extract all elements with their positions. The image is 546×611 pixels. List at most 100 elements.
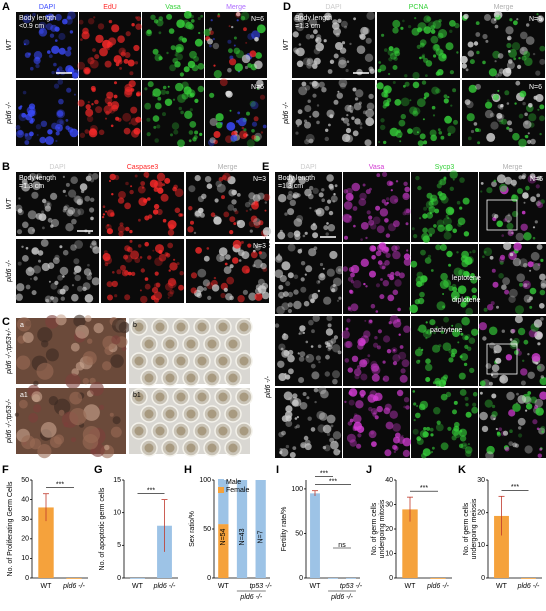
cell [524, 135, 527, 138]
cell [471, 406, 479, 414]
cell [58, 47, 66, 55]
cell [443, 279, 452, 288]
cell [499, 254, 506, 260]
cell [433, 331, 436, 335]
tissue [86, 356, 94, 363]
cell [313, 246, 318, 251]
cell [404, 186, 411, 193]
cell [113, 59, 117, 62]
cell [35, 63, 40, 69]
body-length: <0.9 cm [19, 23, 44, 30]
cell [346, 123, 350, 126]
cell [304, 273, 307, 276]
cell [458, 443, 464, 449]
yolk [134, 392, 144, 402]
tissue [90, 448, 96, 455]
cell [125, 226, 130, 232]
row-label: pld6 -/- [265, 375, 272, 398]
cell [485, 101, 493, 109]
y-tick-label: 30 [21, 516, 29, 523]
cell [400, 368, 406, 374]
cell [489, 112, 495, 118]
cell [65, 17, 73, 25]
cell [246, 111, 250, 116]
cell [523, 396, 532, 405]
cell [430, 35, 439, 44]
cell [464, 446, 473, 454]
yolk [144, 339, 154, 349]
cell [421, 232, 430, 241]
cell [392, 354, 401, 363]
cell [296, 424, 300, 429]
cell [139, 289, 142, 292]
cell [384, 403, 392, 411]
cell [380, 118, 385, 123]
cell [402, 19, 405, 23]
cell [365, 285, 368, 288]
cell [349, 215, 352, 218]
cell [346, 187, 353, 195]
cell [284, 373, 287, 376]
cell [297, 352, 300, 355]
yolk [207, 409, 217, 419]
cell [193, 56, 200, 62]
cell [24, 133, 29, 137]
cell [243, 133, 248, 138]
cell [164, 177, 171, 184]
cell [353, 102, 362, 111]
cell [501, 118, 508, 125]
cell [416, 281, 423, 288]
cell [467, 136, 472, 141]
cell [506, 42, 512, 49]
cell [464, 99, 471, 105]
cell [162, 112, 166, 117]
cell [368, 219, 375, 226]
cell [360, 26, 369, 36]
cell [173, 258, 176, 261]
x-tick-label: WT [405, 583, 417, 590]
cell [359, 33, 366, 40]
cell [62, 18, 68, 25]
cell [155, 282, 161, 288]
cell [458, 372, 466, 380]
cell [189, 50, 197, 59]
cell [429, 319, 436, 326]
cell [489, 342, 496, 349]
cell [285, 444, 290, 449]
yolk [228, 443, 238, 453]
cell [389, 275, 395, 281]
cell [254, 37, 259, 42]
cell [91, 240, 97, 246]
cell [226, 276, 235, 285]
cell [366, 102, 375, 111]
cell [242, 289, 248, 295]
tissue [16, 355, 31, 370]
cell [534, 405, 539, 409]
y-axis-label: No. of germ cells [371, 502, 378, 555]
cell [409, 99, 412, 102]
cell [127, 59, 135, 67]
cell [509, 429, 513, 434]
cell [407, 128, 413, 134]
cell [333, 193, 336, 196]
cell [432, 344, 441, 353]
cell [418, 324, 427, 333]
cell [343, 189, 349, 194]
row-label: WT [265, 237, 272, 249]
cell [309, 115, 312, 118]
cell [325, 232, 329, 236]
cell [535, 184, 540, 189]
cell [472, 402, 477, 407]
cell [389, 195, 399, 204]
cell [445, 224, 453, 232]
cell [332, 431, 342, 440]
group-label: pld6 -/- [330, 594, 353, 601]
cell [514, 350, 519, 355]
cell [158, 253, 167, 262]
cell [472, 249, 476, 254]
cell [505, 26, 514, 35]
bar [66, 578, 82, 579]
cell [334, 440, 337, 443]
cell [116, 269, 122, 275]
cell [234, 210, 239, 215]
